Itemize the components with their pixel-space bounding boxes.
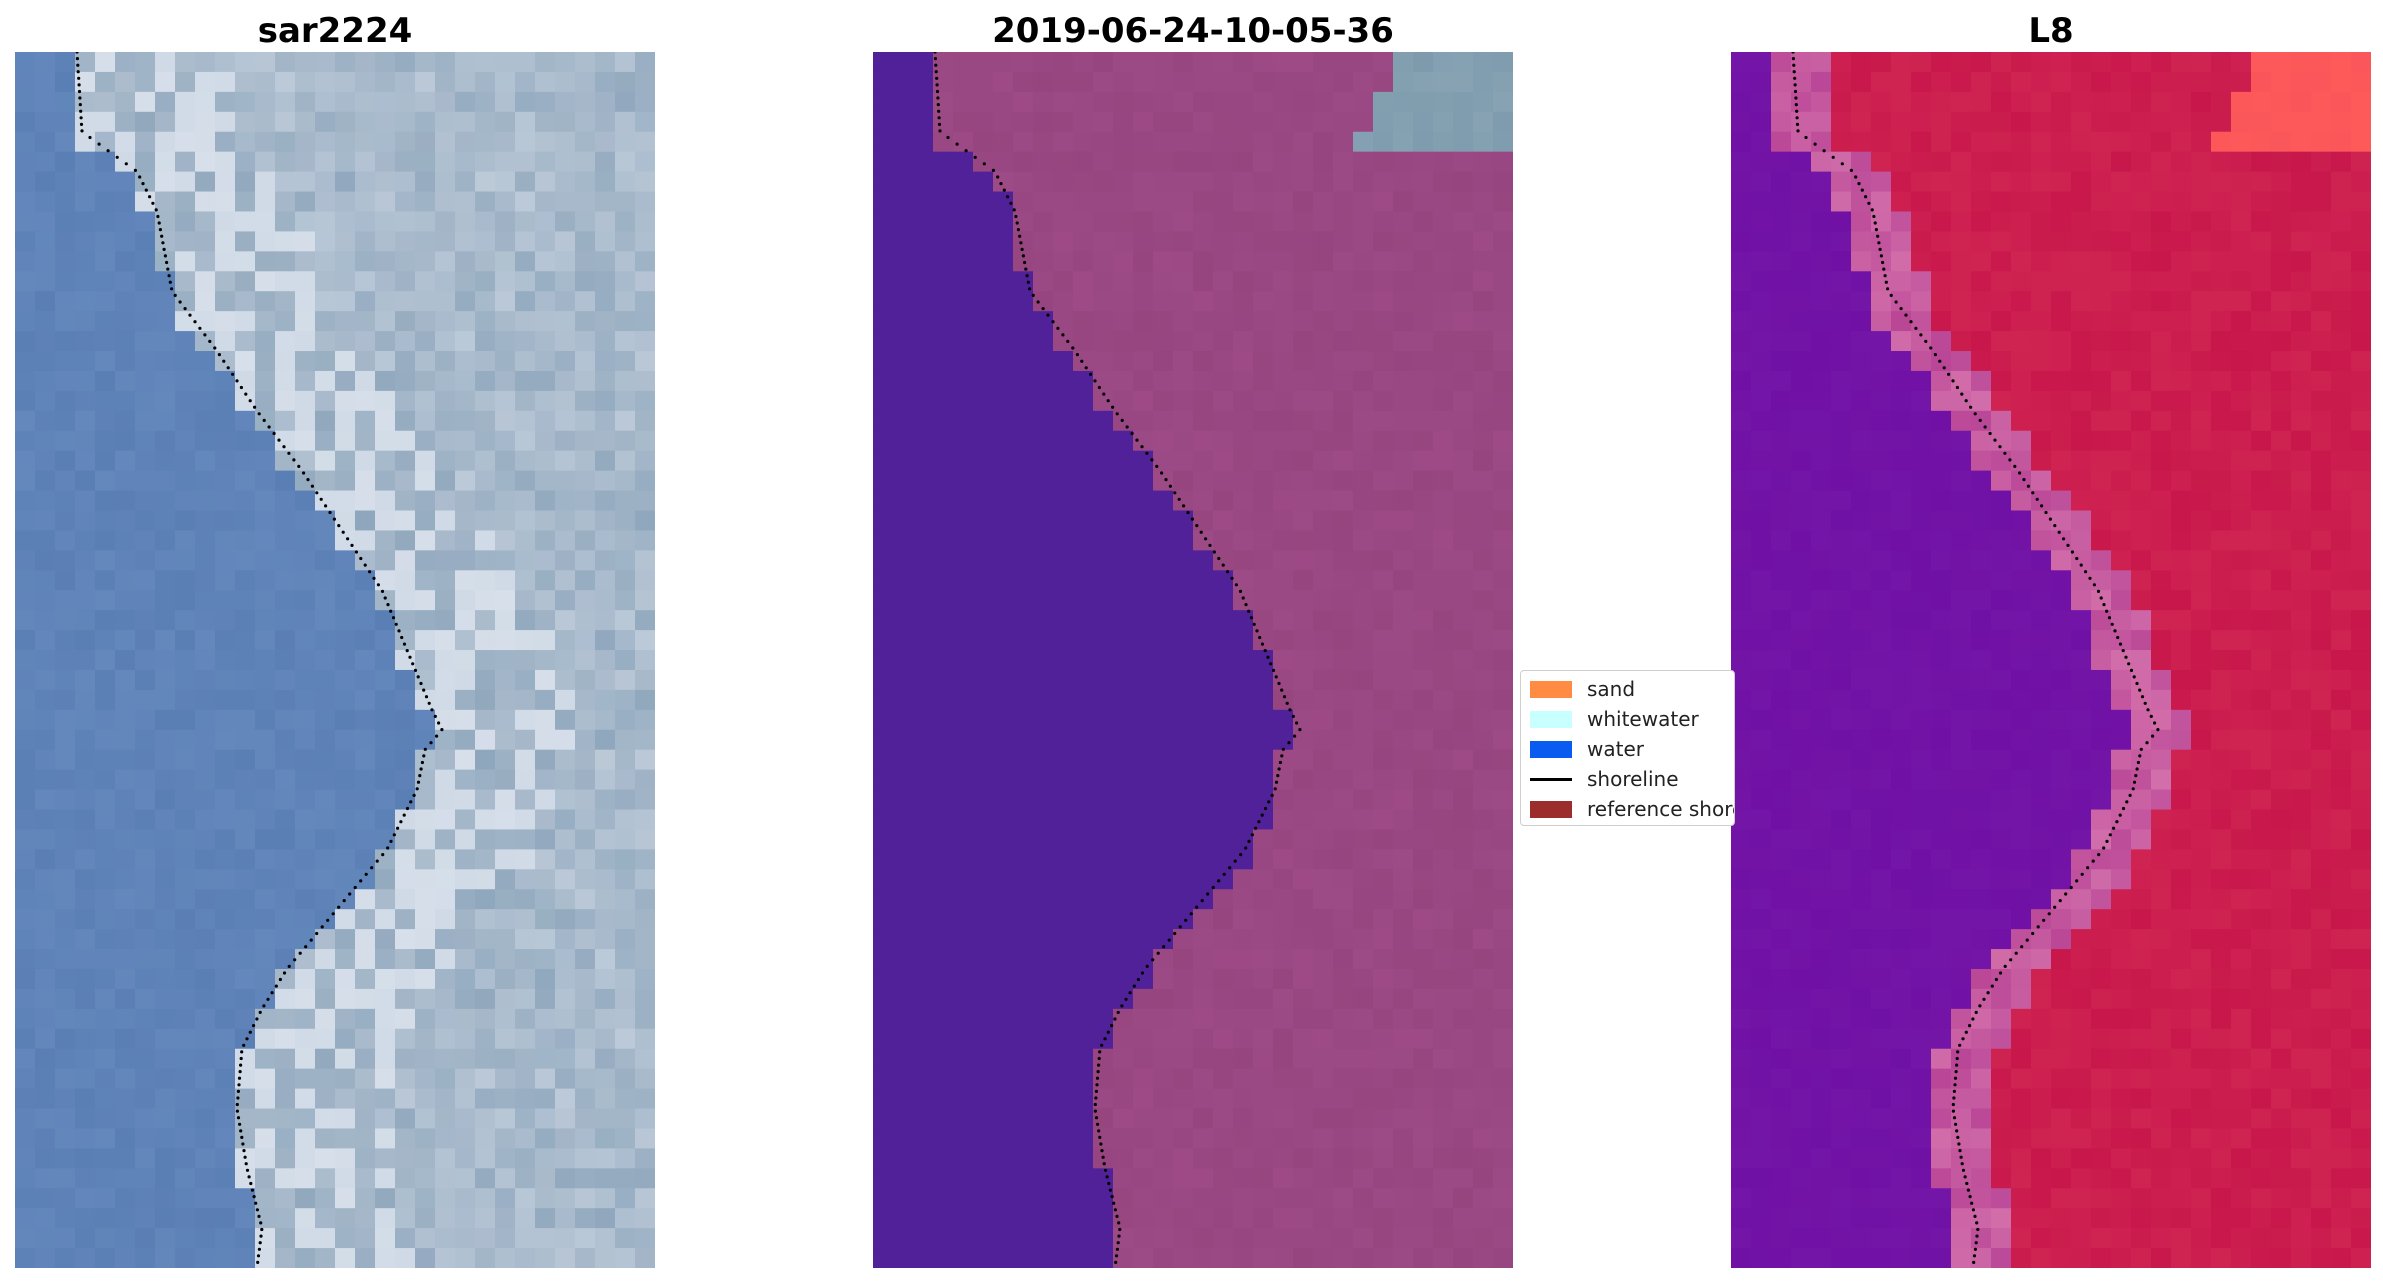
- legend-label-whitewater: whitewater: [1587, 707, 1699, 731]
- legend-item-water: water: [1530, 734, 1734, 764]
- panel-title-l8: L8: [2028, 11, 2074, 51]
- legend-label-water: water: [1587, 737, 1644, 761]
- rgb-image: [15, 52, 655, 1268]
- shoreline-line-swatch: [1530, 777, 1572, 781]
- legend-item-whitewater: whitewater: [1530, 704, 1734, 734]
- legend-item-sand: sand: [1530, 674, 1734, 704]
- legend-label-shoreline: shoreline: [1587, 767, 1679, 791]
- classified-image: [873, 52, 1513, 1268]
- rgb-image-panel: [15, 52, 655, 1268]
- classified-image-panel: [873, 52, 1513, 1268]
- index-image: [1731, 52, 2371, 1268]
- index-image-panel: [1731, 52, 2371, 1268]
- legend-item-shoreline: shoreline: [1530, 764, 1734, 794]
- legend-label-reference-shoreline: reference shoreline: [1587, 797, 1734, 821]
- whitewater-swatch: [1530, 710, 1572, 728]
- legend: sand whitewater water shoreline referenc…: [1520, 670, 1735, 826]
- sand-swatch: [1530, 680, 1572, 698]
- reference-shoreline-swatch: [1530, 800, 1572, 818]
- water-swatch: [1530, 740, 1572, 758]
- panel-title-sar2224: sar2224: [257, 11, 413, 51]
- legend-item-reference-shoreline: reference shoreline: [1530, 794, 1734, 824]
- legend-label-sand: sand: [1587, 677, 1636, 701]
- panel-title-date: 2019-06-24-10-05-36: [992, 11, 1394, 51]
